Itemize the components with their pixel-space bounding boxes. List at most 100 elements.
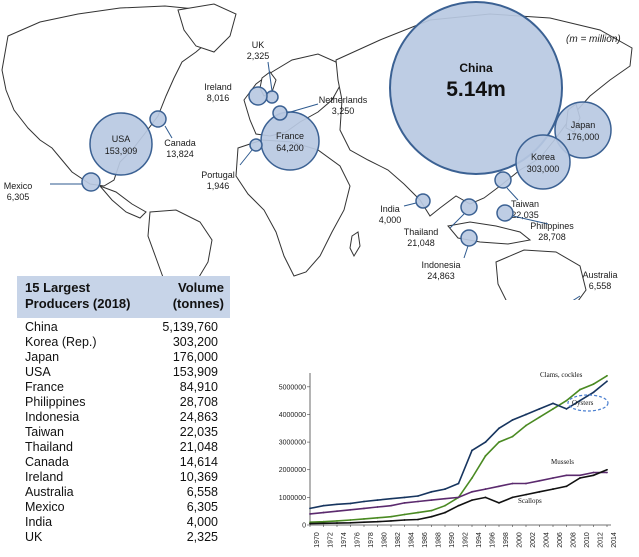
x-tick-label: 1992 [463,532,470,548]
data-point [552,402,554,405]
header-producers-line2: Producers (2018) [25,296,131,311]
table-row: Ireland 10,369 [17,470,230,485]
table-row: Philippines 28,708 [17,395,230,410]
x-tick-label: 1982 [395,532,402,548]
usa-name-label: USA [112,134,131,144]
data-point [363,521,365,524]
data-point [606,374,608,377]
x-tick-label: 2002 [530,532,537,548]
table-row: USA 153,909 [17,365,230,380]
data-point [349,519,352,521]
netherlands-name-label: Netherlands [319,95,368,105]
data-point [525,493,527,496]
data-point [390,504,392,507]
data-point [606,468,608,471]
data-point [376,520,379,523]
data-point [498,441,500,443]
data-point [309,522,311,525]
korea-name-label: Korea [531,152,555,162]
row-country: France [25,380,64,394]
thailand-bubble [460,198,478,216]
japan-bubble [554,101,612,159]
india-leader-line [403,202,417,207]
table-row: Japan 176,000 [17,350,230,365]
philippines-bubble [496,204,514,222]
netherlands-bubble [272,105,288,121]
data-point [511,496,514,499]
data-point [565,474,568,477]
australia-shape [495,249,587,300]
data-point [444,511,446,514]
x-tick-label: 1984 [409,532,416,548]
row-country: India [25,515,53,529]
data-point [511,482,514,485]
row-country: USA [25,365,51,379]
chart-axes: 0 1000000 2000000 3000000 4000000 5000000 1970… [279,373,618,548]
data-point [376,499,379,502]
indonesia-shape [447,221,532,245]
world-map: China 5.14m Japan 176,000 Korea 303,000 USA 153… [1,1,633,300]
central-america-shape [99,185,147,219]
data-point [322,520,325,523]
philippines-value-label: 28,708 [538,232,566,242]
row-volume: 24,863 [179,410,218,424]
australia-name-label: Australia [582,270,617,280]
ireland-value-label: 8,016 [207,93,230,103]
indonesia-bubble [460,229,478,247]
series-label: Mussels [551,458,574,466]
row-country: Japan [25,350,60,364]
header-producers: 15 Largest Producers (2018) [25,280,131,312]
data-point [457,482,460,485]
data-point [565,399,568,402]
data-point [565,408,568,410]
madagascar-shape [349,231,361,258]
japan-name-label: Japan [571,120,596,130]
x-tick-label: 2010 [584,532,591,548]
data-point [606,380,608,383]
data-point [309,507,311,510]
uk-value-label: 2,325 [247,51,270,61]
row-volume: 84,910 [179,380,218,394]
data-point [457,496,460,499]
data-point [565,485,568,488]
data-point [390,497,392,500]
row-volume: 5,139,760 [162,320,218,334]
data-point [471,477,473,479]
thailand-leader-line [449,213,465,229]
data-point [471,449,473,452]
thailand-value-label: 21,048 [407,238,435,248]
mexico-name-label: Mexico [4,181,33,191]
japan-value-label: 176,000 [567,132,600,142]
data-point [417,511,419,514]
producers-table: 15 Largest Producers (2018) Volume (tonn… [17,276,230,545]
data-point [349,508,352,511]
data-point [322,504,325,507]
table-header: 15 Largest Producers (2018) Volume (tonn… [17,276,230,318]
greenland-shape [177,3,237,53]
data-point [430,490,433,493]
data-point [538,490,541,493]
data-point [403,496,406,499]
data-point [403,513,406,516]
y-tick-label: 1000000 [279,495,306,502]
row-volume: 153,909 [172,365,218,379]
row-country: Indonesia [25,410,80,424]
x-tick-label: 2014 [611,532,618,548]
x-tick-label: 1990 [449,532,456,548]
x-tick-label: 1976 [355,532,362,548]
row-country: Taiwan [25,425,64,439]
usa-value-label: 153,909 [105,146,138,156]
table-row: UK 2,325 [17,530,230,545]
data-point [525,424,527,427]
data-point [579,477,581,479]
data-point [390,519,392,522]
x-tick-label: 2004 [544,532,551,548]
taiwan-leader-line [506,187,519,201]
data-point [363,500,365,503]
row-volume: 6,305 [186,500,218,514]
table-body: China 5,139,760 Korea (Rep.) 303,200 Japan 17… [17,318,230,545]
data-point [417,518,419,521]
row-country: Philippines [25,395,86,409]
y-tick-label: 3000000 [279,440,306,447]
data-point [552,488,554,490]
